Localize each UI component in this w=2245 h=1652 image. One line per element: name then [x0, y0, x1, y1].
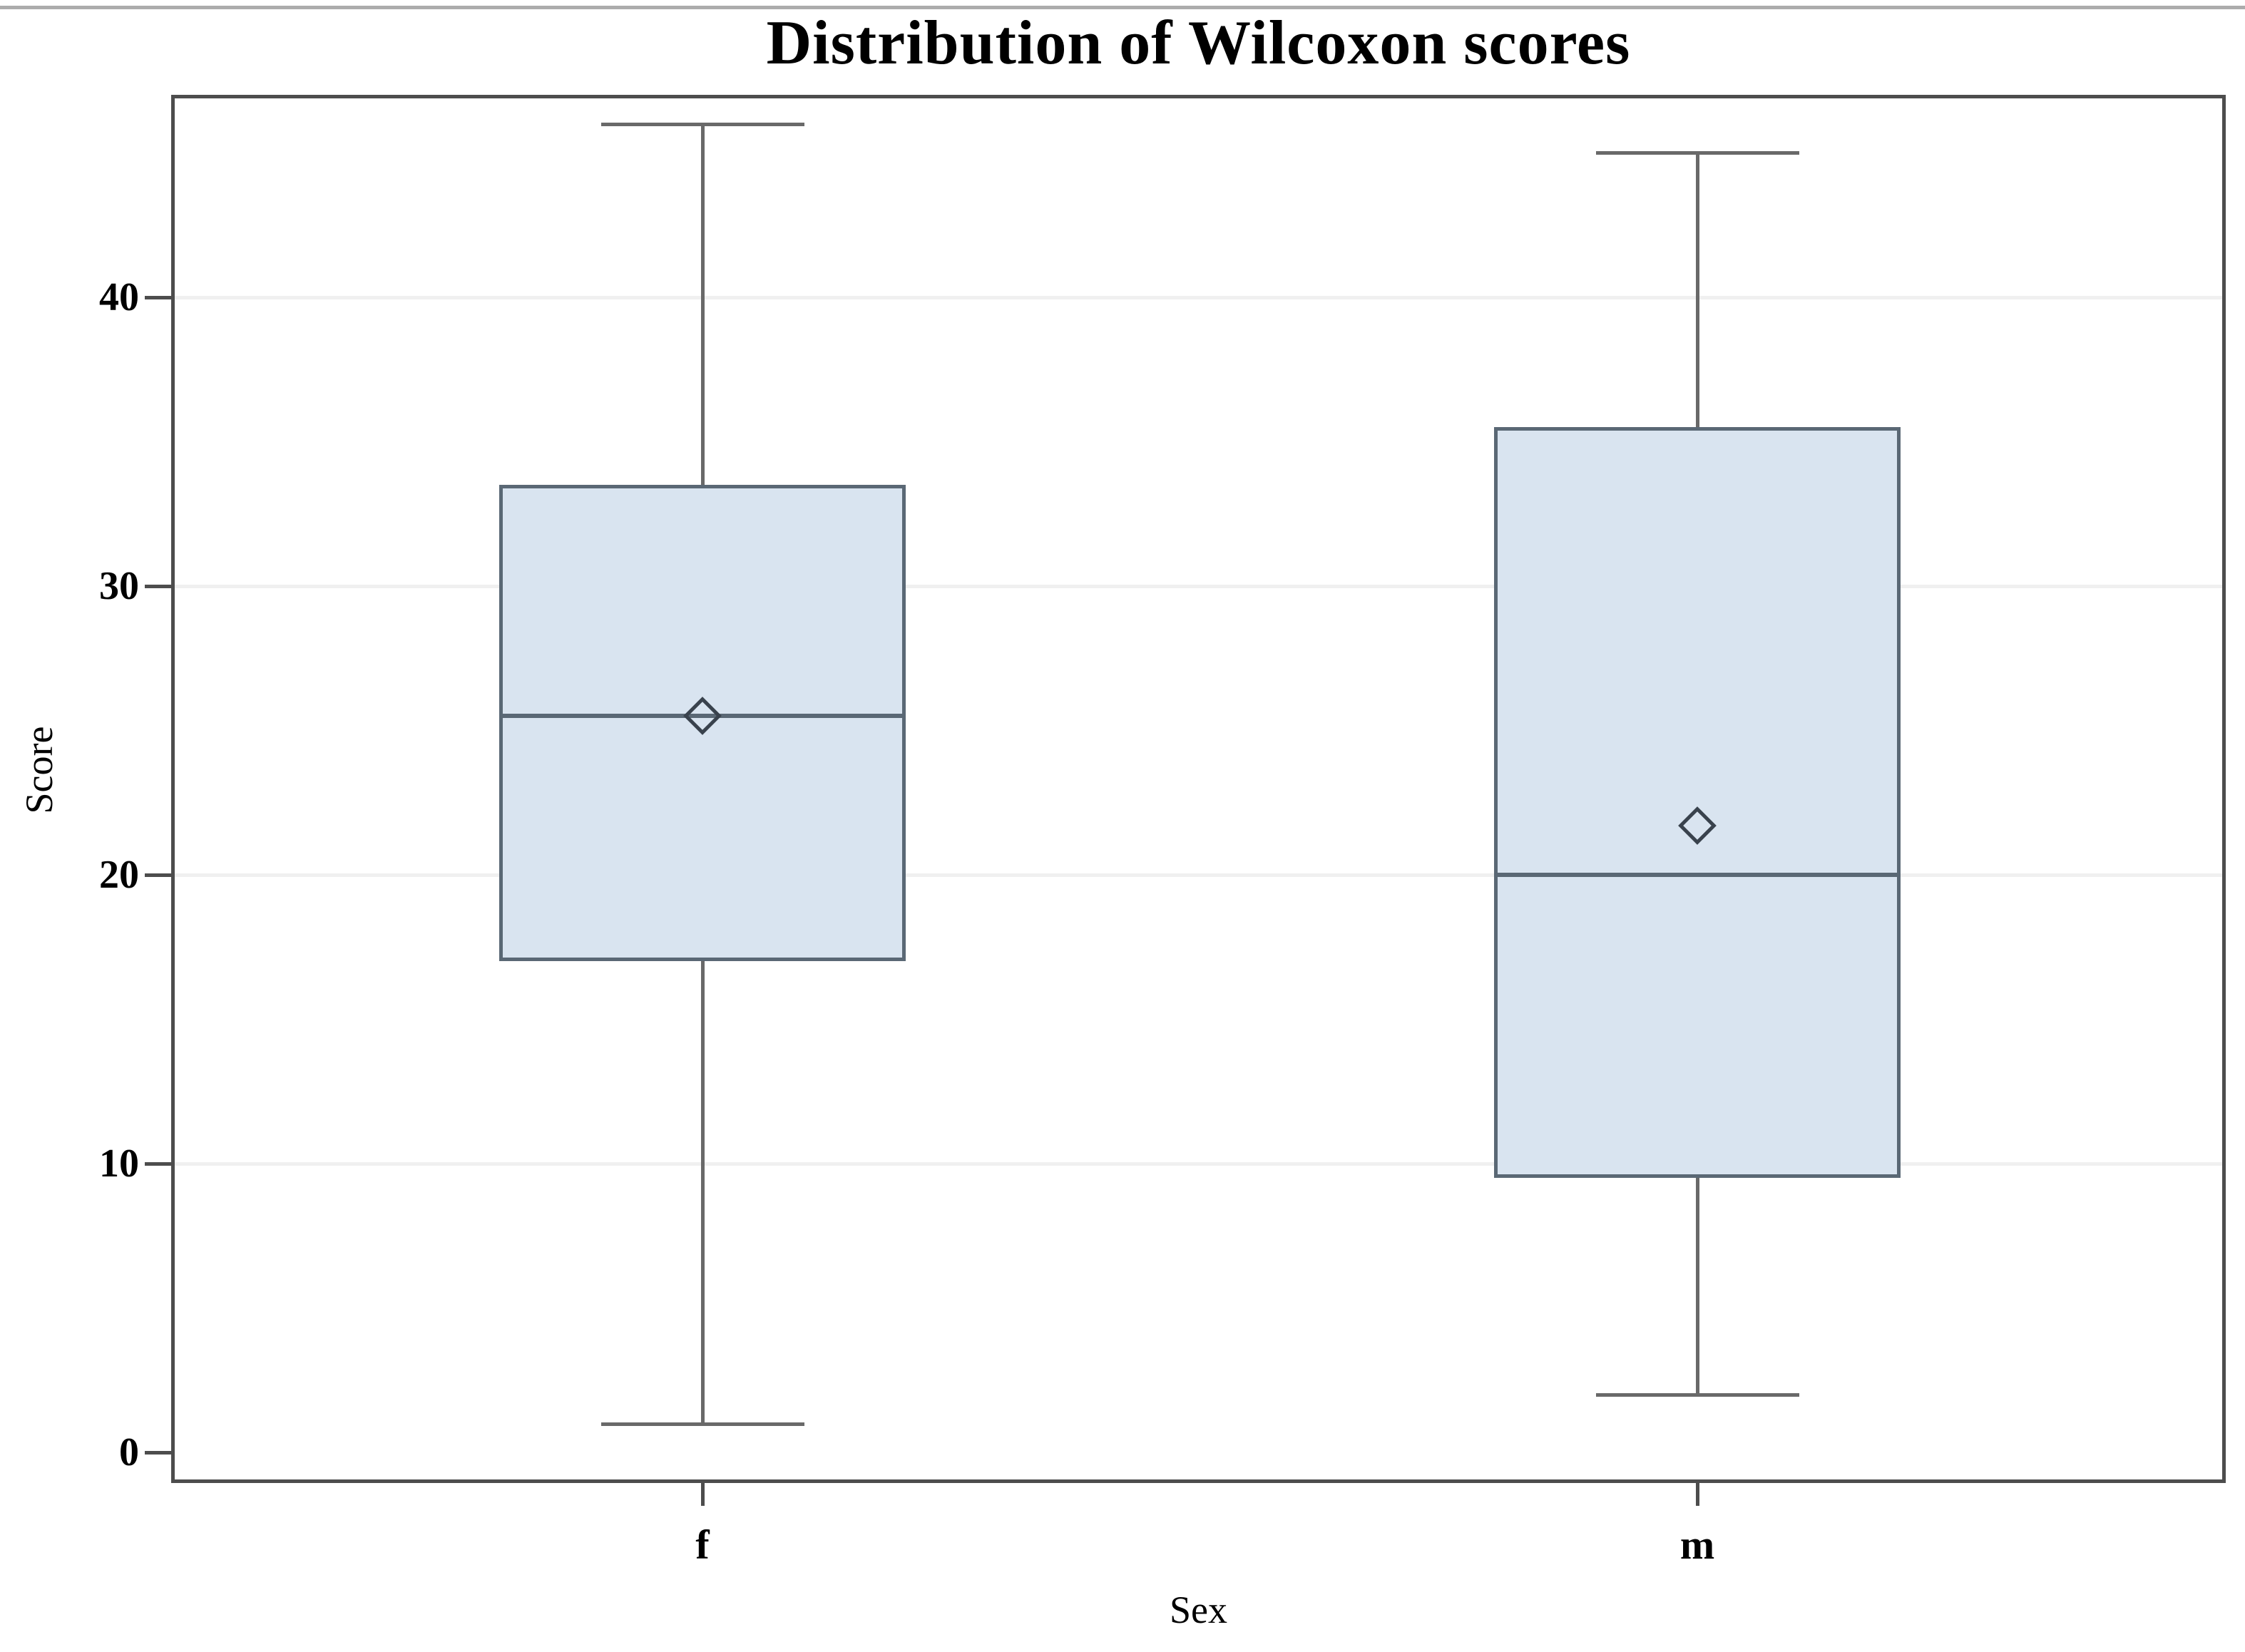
- x-tick: [701, 1483, 705, 1506]
- max-whisker-cap: [600, 122, 804, 126]
- y-tick-label: 30: [99, 563, 139, 608]
- image-top-border: [0, 6, 2245, 9]
- y-tick: [145, 1451, 171, 1455]
- iqr-box: [1494, 426, 1901, 1179]
- x-tick: [1696, 1483, 1699, 1506]
- iqr-box: [499, 484, 906, 962]
- gridline: [175, 584, 2222, 588]
- lower-whisker-line: [1696, 1178, 1699, 1395]
- min-whisker-cap: [1595, 1393, 1799, 1397]
- y-axis-label: Score: [18, 726, 61, 814]
- lower-whisker-line: [701, 961, 705, 1424]
- y-tick-label: 0: [119, 1430, 139, 1475]
- y-tick-label: 40: [99, 275, 139, 319]
- upper-whisker-line: [1696, 153, 1699, 427]
- x-tick-label: f: [695, 1522, 710, 1568]
- upper-whisker-line: [701, 123, 705, 485]
- y-tick: [145, 873, 171, 877]
- min-whisker-cap: [600, 1422, 804, 1426]
- y-tick: [145, 1161, 171, 1166]
- gridline: [175, 1161, 2222, 1166]
- y-tick: [145, 295, 171, 299]
- chart-title: Distribution of Wilcoxon scores: [766, 9, 1631, 78]
- gridline: [175, 295, 2222, 299]
- y-tick: [145, 584, 171, 588]
- gridline: [175, 873, 2222, 877]
- median-line: [1494, 872, 1901, 877]
- x-axis-label: Sex: [1170, 1589, 1227, 1631]
- plot-area: [171, 95, 2226, 1483]
- y-tick-label: 10: [99, 1141, 139, 1186]
- median-line: [499, 714, 906, 718]
- max-whisker-cap: [1595, 151, 1799, 155]
- x-tick-label: m: [1679, 1522, 1715, 1568]
- y-tick-label: 20: [99, 852, 139, 897]
